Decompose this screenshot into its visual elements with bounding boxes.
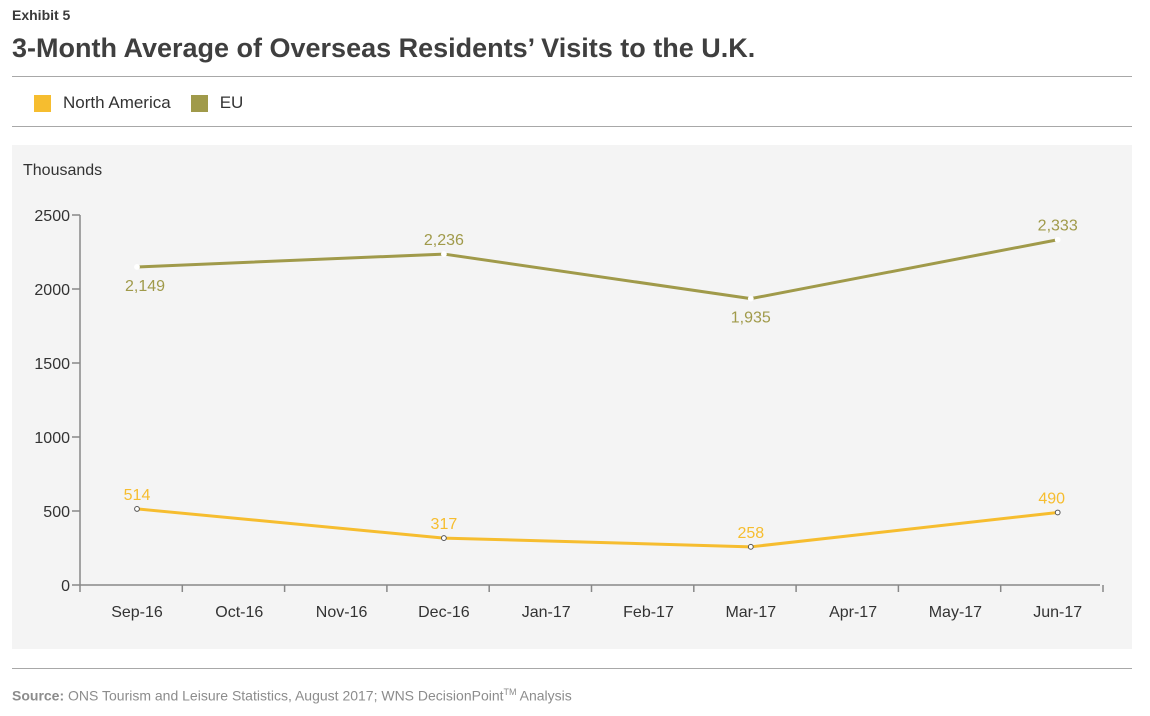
data-point-north-america [747,543,754,550]
source-tail: Analysis [519,687,572,704]
y-tick-label: 1000 [34,430,70,447]
x-tick-label: Jun-17 [1033,604,1082,621]
data-point-eu [747,295,754,302]
data-point-north-america [134,506,140,512]
y-axis-title: Thousands [23,162,102,179]
footer-divider [12,668,1132,669]
x-tick-label: Nov-16 [316,604,368,621]
legend-swatch-eu [190,94,208,112]
y-tick-label: 2500 [34,208,70,225]
series-line-north-america [136,507,1058,549]
data-label-eu: 2,236 [424,232,464,249]
series-line-eu [136,238,1058,301]
legend-swatch-north-america [34,94,51,112]
y-tick-label: 500 [43,504,70,521]
plot-panel: Thousands 0 500 1000 1500 2000 2500 Sep-16 Oct-1… [12,145,1132,649]
data-label-eu: 2,333 [1038,218,1078,235]
data-label-north-america: 490 [1038,490,1065,507]
legend-item-north-america: North America [34,93,171,113]
x-tick-label: Apr-17 [829,604,877,621]
source-note: Source: ONS Tourism and Leisure Statisti… [12,687,572,704]
x-tick-label: Feb-17 [623,604,674,621]
x-tick-label: May-17 [929,604,982,621]
chart-title: 3-Month Average of Overseas Residents’ V… [12,33,756,63]
x-tick-label: Sep-16 [111,604,163,621]
data-point-eu [441,251,447,257]
source-label: Source: [12,687,65,704]
x-tick-label: Jan-17 [522,604,571,621]
data-point-eu [134,264,140,270]
data-label-north-america: 317 [431,516,458,533]
data-label-eu: 1,935 [731,310,771,327]
x-tick-label: Dec-16 [418,604,470,621]
line-chart: Thousands 0 500 1000 1500 2000 2500 Sep-16 Oct-1… [23,162,1104,621]
trademark-mark: TM [503,687,517,697]
data-label-north-america: 258 [737,525,764,542]
legend-divider [12,126,1132,127]
data-label-north-america: 514 [124,487,151,504]
y-tick-label: 1500 [34,356,70,373]
legend-item-eu: EU [190,93,244,113]
source-text: ONS Tourism and Leisure Statistics, Augu… [68,687,504,704]
x-tick-label: Oct-16 [215,604,263,621]
y-tick-label: 2000 [34,282,70,299]
x-tick-label: Mar-17 [725,604,776,621]
exhibit-label: Exhibit 5 [12,7,71,23]
data-point-north-america [1054,509,1061,516]
data-point-eu [1054,236,1061,243]
chart-legend: North America EU [34,92,263,114]
data-point-north-america [441,535,447,541]
legend-label-eu: EU [219,93,244,112]
data-label-eu: 2,149 [125,278,165,295]
y-tick-label: 0 [61,578,70,595]
legend-label-north-america: North America [63,93,171,112]
title-divider [12,76,1132,77]
